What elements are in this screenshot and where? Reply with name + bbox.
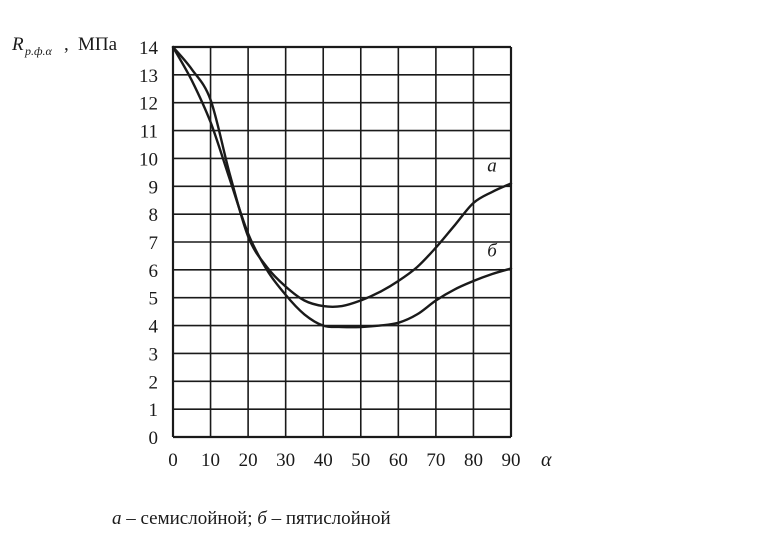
caption-a-text: – семислойной; xyxy=(121,508,258,529)
y-tick-label: 9 xyxy=(149,177,159,198)
y-tick-label: 2 xyxy=(149,372,159,393)
x-tick-label: 40 xyxy=(314,450,333,471)
y-tick-label: 8 xyxy=(149,205,159,226)
x-tick-label: 60 xyxy=(389,450,408,471)
series-lines xyxy=(171,45,513,329)
x-tick-label: 90 xyxy=(502,450,521,471)
caption-a-marker: а xyxy=(112,508,122,529)
axis-labels: R р.ф.α , МПа α xyxy=(11,34,552,471)
series-line-a xyxy=(171,45,513,308)
series-labels: аб xyxy=(487,156,498,262)
x-tick-label: 20 xyxy=(239,450,258,471)
y-tick-label: 11 xyxy=(140,122,158,143)
caption-b-marker: б xyxy=(257,508,267,529)
series-label-a: а xyxy=(487,156,497,177)
y-axis-label-symbol: R xyxy=(11,34,24,55)
y-tick-label: 5 xyxy=(149,289,159,310)
y-axis-label-unit: МПа xyxy=(78,34,118,55)
x-tick-label: 30 xyxy=(276,450,295,471)
x-tick-labels: 0 10 20 30 40 50 60 70 80 90 xyxy=(168,450,520,471)
y-tick-label: 0 xyxy=(149,428,159,449)
y-axis-label-subscript: р.ф.α xyxy=(24,44,53,58)
x-axis-label: α xyxy=(541,449,552,471)
x-tick-label: 50 xyxy=(351,450,370,471)
series-label-b: б xyxy=(487,240,498,261)
y-tick-label: 6 xyxy=(149,261,159,282)
y-tick-label: 4 xyxy=(149,317,159,338)
y-axis-label-separator: , xyxy=(64,34,69,55)
caption: а – семислойной; б – пятислойной xyxy=(112,508,391,530)
x-tick-label: 0 xyxy=(168,450,178,471)
x-tick-label: 10 xyxy=(201,450,220,471)
caption-b-text: – пятислойной xyxy=(266,508,391,529)
y-tick-label: 7 xyxy=(149,233,159,254)
x-tick-label: 70 xyxy=(426,450,445,471)
y-tick-label: 10 xyxy=(139,149,158,170)
x-tick-label: 80 xyxy=(464,450,483,471)
y-tick-label: 14 xyxy=(139,38,159,59)
grid xyxy=(171,45,513,439)
y-tick-label: 3 xyxy=(149,344,159,365)
y-tick-label: 12 xyxy=(139,94,158,115)
y-tick-label: 1 xyxy=(149,400,159,421)
series-line-b xyxy=(171,45,513,329)
y-tick-label: 13 xyxy=(139,66,158,87)
